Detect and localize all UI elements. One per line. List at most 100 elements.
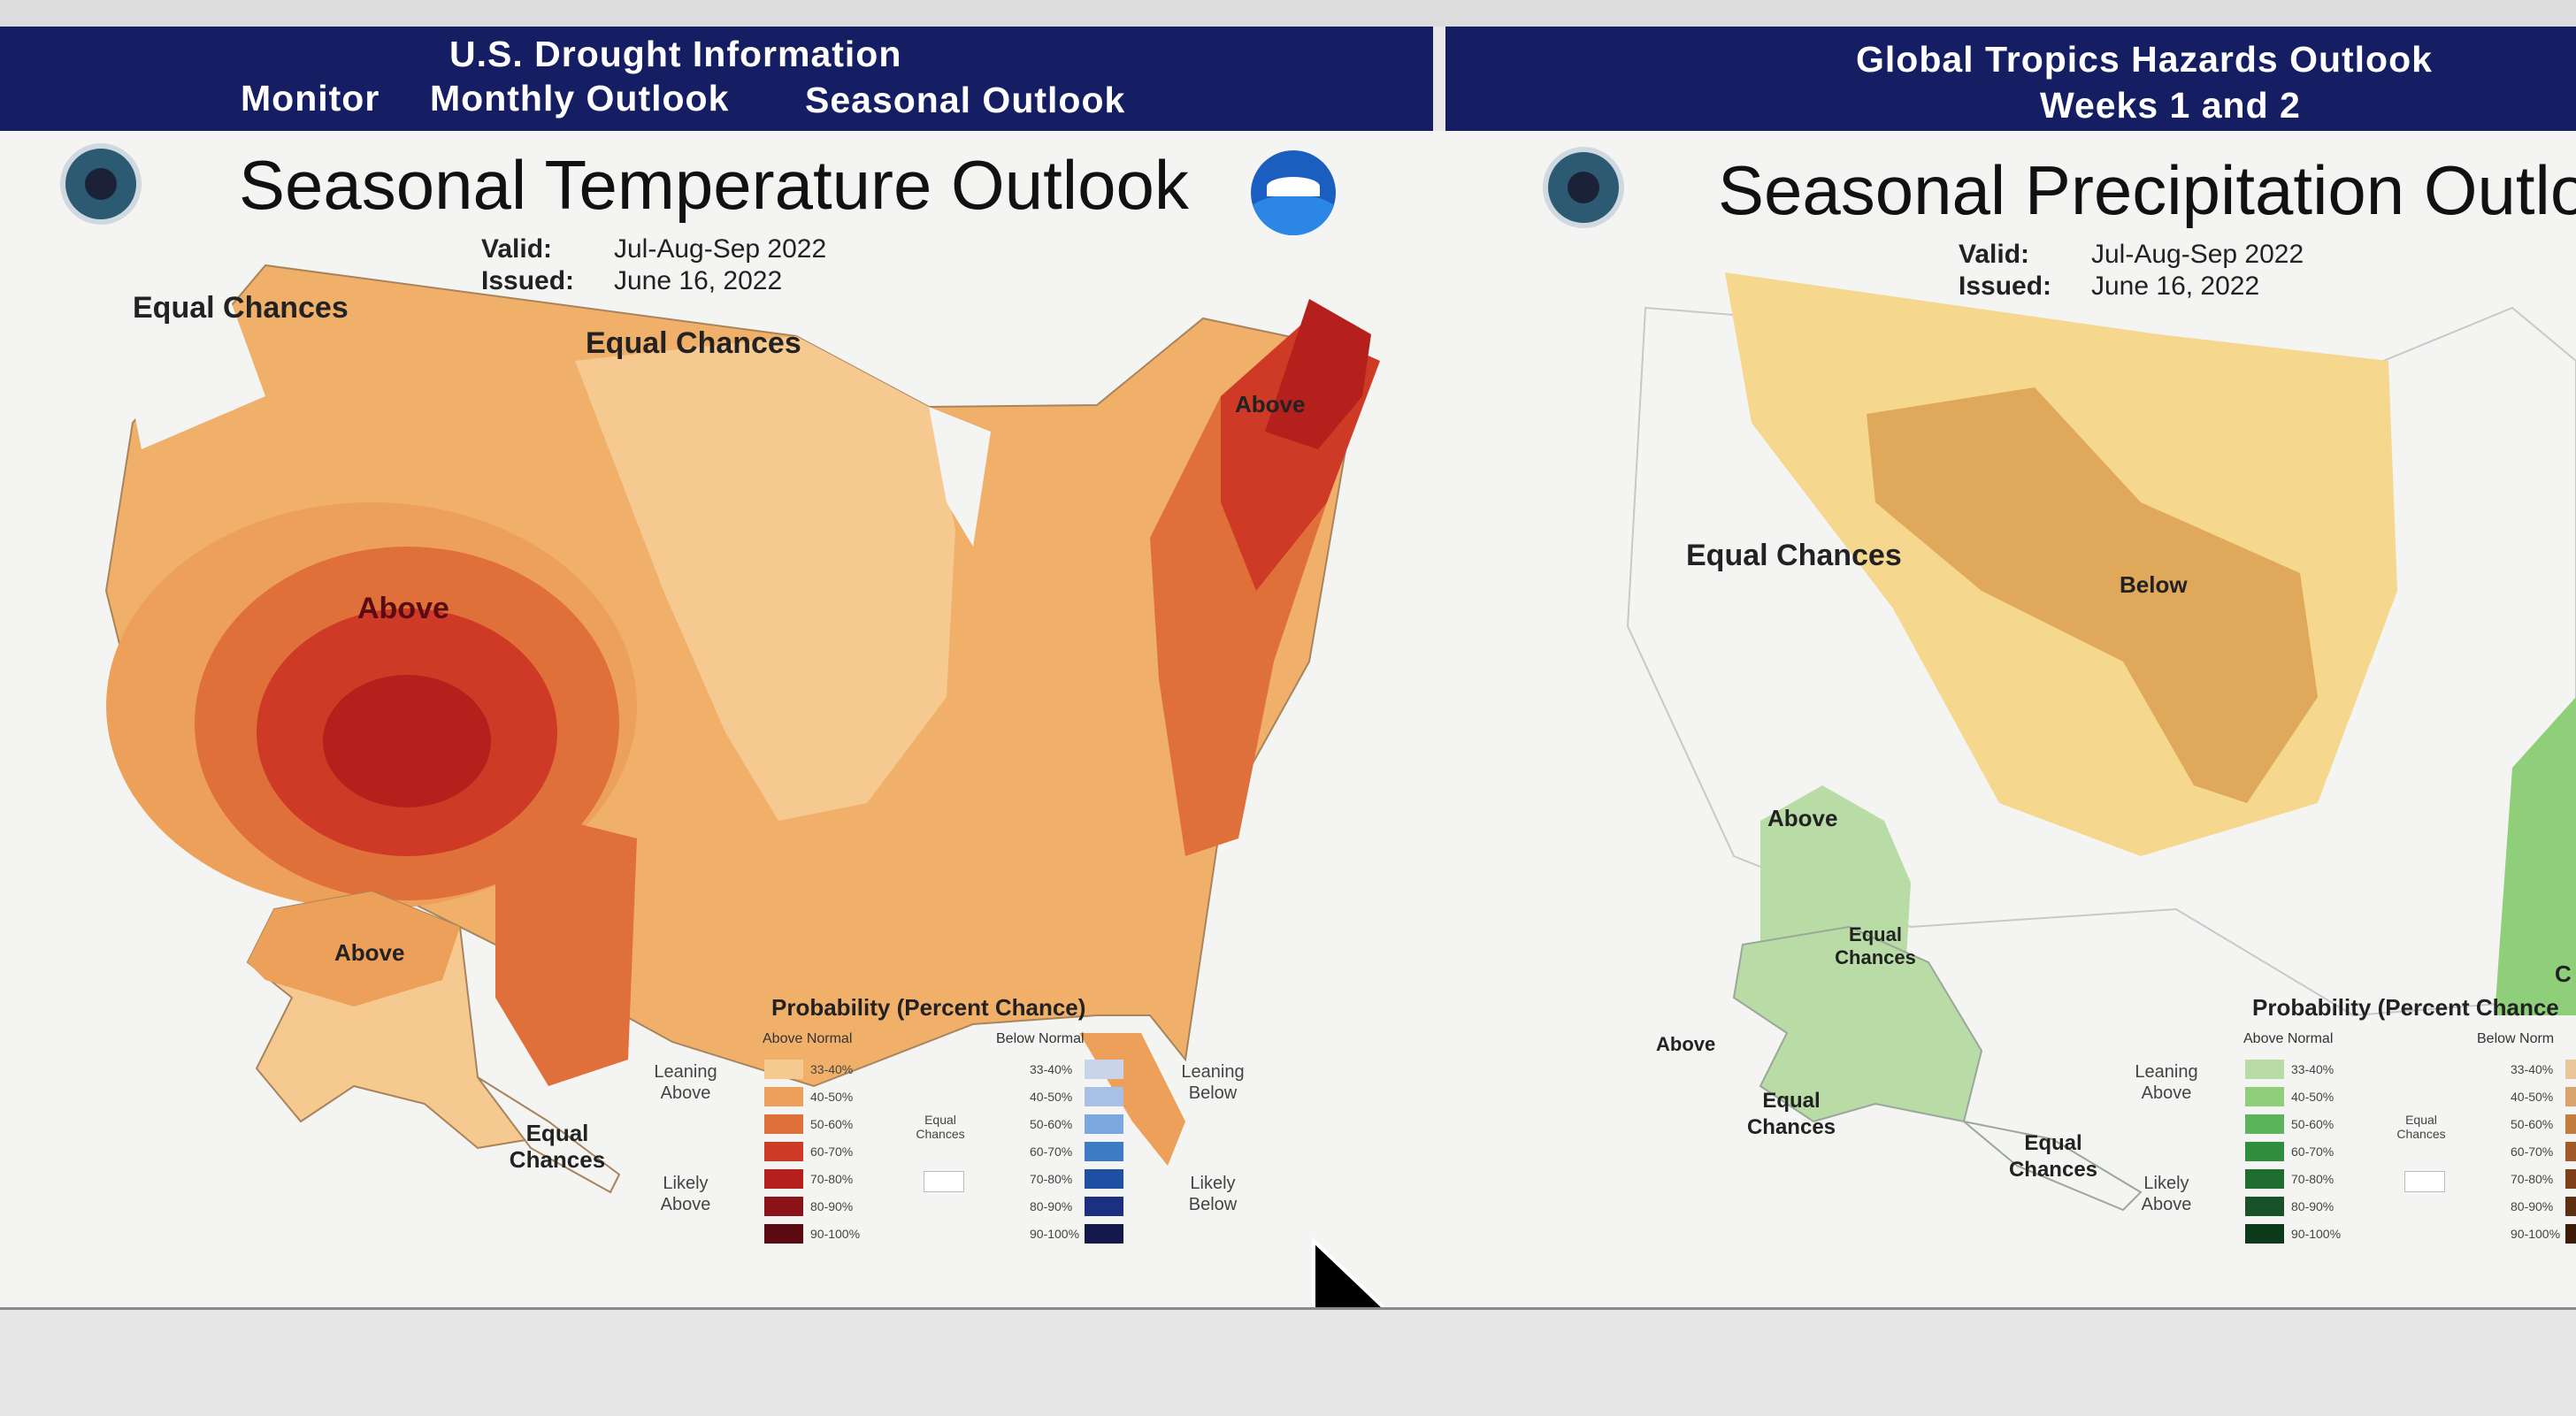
- precip-legend-above-swatch: [2245, 1114, 2284, 1134]
- temp-legend-above-range-label: 70-80%: [810, 1172, 854, 1186]
- temp-legend-above-range-label: 90-100%: [810, 1227, 861, 1241]
- legend-equal-chances-swatch: [924, 1171, 964, 1192]
- west-70-80: [323, 675, 491, 808]
- precip-legend-above-range-label: 33-40%: [2291, 1062, 2334, 1076]
- precip-legend-above-swatch: [2245, 1060, 2284, 1079]
- temp-legend-above-swatch: [764, 1087, 803, 1106]
- precip-legend-below-swatch: [2565, 1224, 2576, 1244]
- temp-legend-below-swatch: [1085, 1197, 1123, 1216]
- legend-likely-above: Likely Above: [660, 1174, 711, 1214]
- temp-legend-above-swatch: [764, 1197, 803, 1216]
- precip-legend-below-swatch: [2565, 1087, 2576, 1106]
- legend-leaning-above: Leaning Above: [654, 1062, 717, 1103]
- legend-title-precip: Probability (Percent Chance: [2252, 994, 2559, 1021]
- legend-equal-chances: Equal Chances: [916, 1113, 965, 1141]
- precip-legend-below-swatch: [2565, 1197, 2576, 1216]
- legend-below-header-precip: Below Norm: [2477, 1031, 2555, 1046]
- precip-legend-below-swatch: [2565, 1114, 2576, 1134]
- temp-legend-below-range-label: 50-60%: [1030, 1117, 1073, 1131]
- map-label-equal-chances-alaska: Equal Chances: [509, 1120, 606, 1173]
- legend-below-header: Below Normal: [996, 1031, 1085, 1046]
- legend-likely-above-precip: Likely Above: [2141, 1174, 2192, 1214]
- precip-legend-above-range-label: 60-70%: [2291, 1144, 2334, 1159]
- legend-leaning-above-precip: Leaning Above: [2135, 1062, 2198, 1103]
- precip-legend-below-range-label: 90-100%: [2511, 1227, 2561, 1241]
- map-label-equal-chances-west: Equal Chances: [1686, 539, 1902, 572]
- noaa-logo-icon: [1251, 150, 1336, 235]
- temp-legend-above-range-label: 50-60%: [810, 1117, 854, 1131]
- precip-legend-below-swatch: [2565, 1142, 2576, 1161]
- temperature-outlook-map: [104, 264, 1380, 1194]
- map-label-equal-chances-alaska-bottom: Equal Chances: [1746, 1089, 1836, 1139]
- alaska-above: [1732, 925, 1983, 1123]
- doc-seal-icon: [60, 143, 142, 225]
- temp-legend-below-range-label: 40-50%: [1030, 1090, 1073, 1104]
- map-label-above-northeast: Above: [1235, 391, 1306, 417]
- alaska-panhandle-precip: [1963, 1121, 2143, 1212]
- nav-link-monthly-outlook[interactable]: Monthly Outlook: [430, 78, 730, 119]
- temp-legend-below-swatch: [1085, 1224, 1123, 1244]
- precip-legend-above-range-label: 50-60%: [2291, 1117, 2334, 1131]
- global-tropics-title[interactable]: Global Tropics Hazards Outlook: [1856, 39, 2433, 80]
- leaning-above-midwest: [575, 336, 955, 821]
- temp-legend-below-swatch: [1085, 1087, 1123, 1106]
- map-label-equal-chances-alaska-top: Equal Chances: [1835, 923, 1916, 968]
- precipitation-valid-issued: Valid: Jul-Aug-Sep 2022 Issued: June 16, 2…: [1959, 240, 2304, 301]
- drought-info-title[interactable]: U.S. Drought Information: [449, 34, 902, 74]
- legend-title: Probability (Percent Chance): [771, 994, 1086, 1021]
- precip-legend-above-swatch: [2245, 1224, 2284, 1244]
- temp-legend-below-range-label: 60-70%: [1030, 1144, 1073, 1159]
- temp-legend-below-range-label: 33-40%: [1030, 1062, 1073, 1076]
- precip-legend-below-range-label: 50-60%: [2511, 1117, 2554, 1131]
- precip-legend-above-swatch: [2245, 1197, 2284, 1216]
- precip-legend-below-range-label: 40-50%: [2511, 1090, 2554, 1104]
- nav-link-monitor[interactable]: Monitor: [241, 78, 380, 119]
- precip-legend-above-range-label: 90-100%: [2291, 1227, 2342, 1241]
- precipitation-outlook-title: Seasonal Precipitation Outlo: [1718, 151, 2576, 229]
- temp-legend-above-range-label: 80-90%: [810, 1199, 854, 1213]
- map-label-below-center: Below: [2120, 571, 2188, 598]
- legend-above-header-precip: Above Normal: [2243, 1031, 2334, 1046]
- temperature-outlook-title: Seasonal Temperature Outlook: [239, 146, 1189, 224]
- map-label-above-alaska: Above: [334, 939, 405, 966]
- temp-legend-above-range-label: 40-50%: [810, 1090, 854, 1104]
- page-bottom-strip: [0, 1307, 2576, 1416]
- legend-above-header: Above Normal: [763, 1031, 853, 1046]
- legend-likely-below: Likely Below: [1188, 1174, 1238, 1214]
- precip-legend-below-range-label: 80-90%: [2511, 1199, 2554, 1213]
- map-label-equal-chances-se-alaska: Equal Chances: [2008, 1131, 2098, 1182]
- temp-legend-above-range-label: 33-40%: [810, 1062, 854, 1076]
- precip-legend-above-range-label: 40-50%: [2291, 1090, 2334, 1104]
- precip-legend-above-range-label: 70-80%: [2291, 1172, 2334, 1186]
- temp-legend-below-range-label: 90-100%: [1030, 1227, 1080, 1241]
- precip-legend-below-range-label: 33-40%: [2511, 1062, 2554, 1076]
- map-label-above-west: Above: [357, 592, 449, 625]
- equal-chances-nw-area: [115, 299, 265, 449]
- temp-legend-above-range-label: 60-70%: [810, 1144, 854, 1159]
- great-lakes: [929, 407, 991, 547]
- legend-equal-chances-precip: Equal Chances: [2396, 1113, 2446, 1141]
- precip-legend-above-swatch: [2245, 1142, 2284, 1161]
- precip-legend-below-range-label: 60-70%: [2511, 1144, 2554, 1159]
- texas-50-60: [495, 803, 637, 1086]
- top-nav-bar: U.S. Drought Information Monitor Monthly…: [0, 27, 2576, 131]
- temperature-outlook-panel[interactable]: Seasonal Temperature Outlook Valid: Jul-A…: [0, 131, 1468, 1363]
- alaska-equal-chances-panhandle: [477, 1076, 621, 1194]
- alaska-40-50: [248, 892, 460, 1007]
- precip-legend-above-swatch: [2245, 1169, 2284, 1189]
- precipitation-outlook-panel[interactable]: Seasonal Precipitation Outlo Valid: Jul-A…: [1468, 131, 2576, 1307]
- global-tropics-subtitle[interactable]: Weeks 1 and 2: [2040, 85, 2301, 126]
- map-label-cut-right: C: [2555, 961, 2572, 987]
- temp-legend-below-range-label: 70-80%: [1030, 1172, 1073, 1186]
- temp-legend-above-swatch: [764, 1114, 803, 1134]
- temp-legend-above-swatch: [764, 1224, 803, 1244]
- precip-legend-above-range-label: 80-90%: [2291, 1199, 2334, 1213]
- precip-legend-above-swatch: [2245, 1087, 2284, 1106]
- legend-equal-chances-swatch-precip: [2404, 1171, 2445, 1192]
- map-label-above-southwest: Above: [1767, 805, 1838, 831]
- precipitation-outlook-map: [1626, 272, 2576, 1212]
- precip-legend-below-swatch: [2565, 1060, 2576, 1079]
- nav-link-seasonal-outlook[interactable]: Seasonal Outlook: [805, 80, 1126, 120]
- temp-legend-below-swatch: [1085, 1114, 1123, 1134]
- map-label-equal-chances-nw: Equal Chances: [133, 291, 349, 325]
